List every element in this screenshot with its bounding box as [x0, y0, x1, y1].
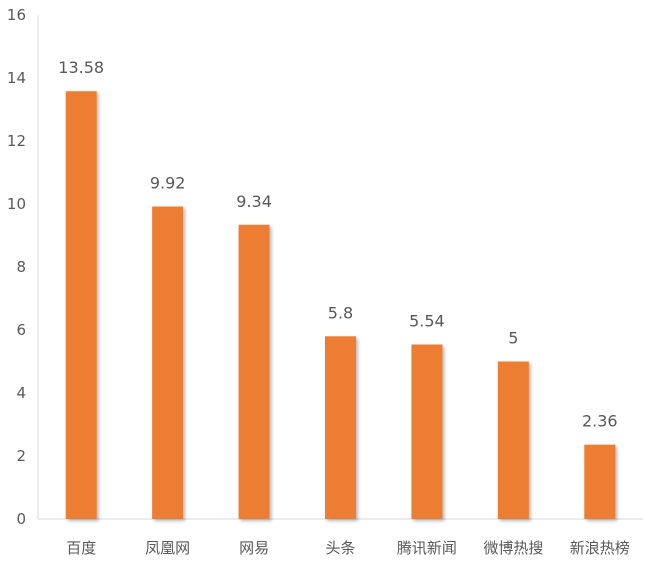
- category-label-2: 凤凰网: [145, 539, 190, 557]
- y-tick-label: 0: [16, 510, 26, 528]
- data-label-2: 9.92: [150, 174, 186, 193]
- bar-1: [65, 91, 97, 519]
- data-label-6: 5: [508, 329, 518, 348]
- bar-5: [411, 344, 443, 519]
- y-tick-label: 6: [16, 321, 26, 339]
- y-axis-ticks: 0 2 4 6 8 10 12 14 16: [7, 6, 26, 528]
- bar-6: [497, 361, 529, 519]
- y-tick-label: 12: [7, 132, 26, 150]
- category-label-5: 腾讯新闻: [397, 539, 457, 557]
- data-label-3: 9.34: [236, 192, 272, 211]
- bar-7: [584, 444, 616, 519]
- y-tick-label: 8: [16, 258, 26, 276]
- data-label-1: 13.58: [58, 58, 104, 77]
- y-tick-label: 10: [7, 195, 26, 213]
- y-tick-label: 4: [16, 384, 26, 402]
- category-label-1: 百度: [66, 539, 96, 557]
- category-label-6: 微博热搜: [483, 539, 543, 557]
- bars-group: [65, 91, 616, 520]
- category-label-3: 网易: [239, 539, 269, 557]
- bar-4: [325, 336, 356, 519]
- y-tick-label: 16: [7, 6, 26, 24]
- data-label-7: 2.36: [582, 412, 618, 431]
- category-labels-group: 百度 凤凰网 网易 头条 腾讯新闻 微博热搜 新浪热榜: [66, 539, 630, 557]
- y-tick-label: 2: [16, 447, 26, 465]
- bar-3: [238, 224, 270, 520]
- bar-2: [152, 206, 184, 519]
- y-tick-label: 14: [7, 69, 26, 87]
- data-label-5: 5.54: [409, 311, 445, 330]
- category-label-4: 头条: [325, 539, 355, 557]
- data-label-4: 5.8: [328, 303, 353, 322]
- category-label-7: 新浪热榜: [570, 539, 630, 557]
- data-labels-group: 13.58 9.92 9.34 5.8 5.54 5 2.36: [58, 58, 617, 430]
